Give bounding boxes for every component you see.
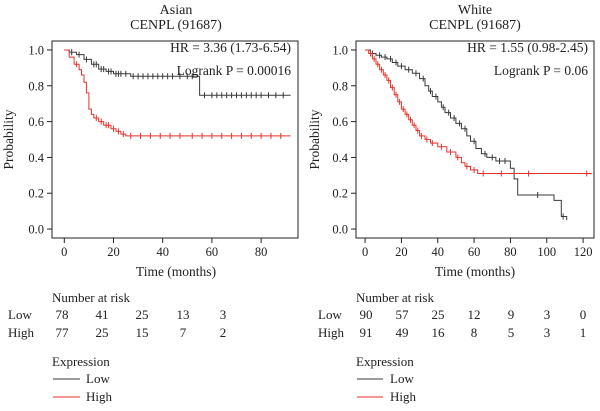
x-tick-label: 120	[574, 245, 593, 259]
y-tick-label: 0.8	[28, 79, 44, 93]
x-tick-label: 40	[156, 245, 169, 259]
risk-row-label: High	[8, 325, 35, 340]
legend-label: Low	[86, 371, 110, 386]
risk-count: 15	[136, 325, 149, 340]
x-tick-label: 20	[395, 245, 408, 259]
y-tick-label: 0.6	[332, 115, 348, 129]
hazard-ratio-text: HR = 3.36 (1.73-6.54)	[170, 40, 291, 55]
risk-count: 16	[432, 325, 446, 340]
risk-count: 13	[177, 307, 190, 322]
risk-row-label: High	[318, 325, 345, 340]
risk-count: 3	[544, 325, 551, 340]
risk-count: 2	[220, 325, 227, 340]
y-axis-label: Probability	[1, 109, 16, 169]
hazard-ratio-text: HR = 1.55 (0.98-2.45)	[467, 40, 588, 55]
y-tick-label: 0.2	[332, 187, 348, 201]
legend: Expression Low High	[356, 354, 417, 404]
y-tick-label: 0.2	[28, 187, 44, 201]
risk-row-label: Low	[318, 307, 342, 322]
chart-subtitle: CENPL (91687)	[429, 18, 521, 33]
plot-frame	[355, 40, 595, 239]
logrank-text: Logrank P = 0.06	[494, 63, 588, 78]
y-tick-label: 0.0	[28, 223, 44, 237]
risk-count: 7	[180, 325, 187, 340]
risk-count: 3	[544, 307, 551, 322]
risk-count: 0	[580, 307, 587, 322]
risk-count: 5	[508, 325, 515, 340]
risk-count: 25	[136, 307, 149, 322]
risk-count: 3	[220, 307, 227, 322]
risk-count: 12	[468, 307, 481, 322]
x-tick-label: 40	[432, 245, 445, 259]
risk-count: 57	[396, 307, 410, 322]
y-tick-label: 1.0	[28, 43, 44, 57]
legend-label: High	[390, 389, 417, 404]
x-tick-label: 0	[61, 245, 67, 259]
x-axis-label: Time (months)	[136, 264, 216, 279]
risk-count: 90	[360, 307, 373, 322]
legend-title: Expression	[52, 354, 110, 369]
logrank-text: Logrank P = 0.00016	[177, 63, 292, 78]
x-tick-label: 60	[468, 245, 481, 259]
y-tick-label: 1.0	[332, 43, 348, 57]
km-curve-low	[64, 49, 291, 96]
risk-count: 8	[471, 325, 478, 340]
x-tick-label: 0	[362, 245, 368, 259]
legend: Expression Low High	[52, 354, 113, 404]
km-curve-low	[365, 49, 568, 221]
x-tick-label: 80	[255, 245, 268, 259]
risk-count: 9	[508, 307, 515, 322]
risk-count: 41	[96, 307, 109, 322]
chart-subtitle: CENPL (91687)	[130, 18, 222, 33]
risk-count: 49	[396, 325, 409, 340]
y-tick-label: 0.4	[332, 151, 348, 165]
risk-count: 1	[580, 325, 587, 340]
y-tick-label: 0.0	[332, 223, 348, 237]
y-axis-label: Probability	[307, 109, 322, 169]
km-curve-high	[64, 49, 291, 137]
legend-title: Expression	[356, 354, 414, 369]
risk-row-label: Low	[8, 307, 32, 322]
chart-title: White	[458, 3, 492, 18]
y-tick-label: 0.4	[28, 151, 44, 165]
chart-title: Asian	[160, 3, 193, 18]
risk-count: 77	[56, 325, 70, 340]
risk-count: 78	[56, 307, 69, 322]
risk-count: 91	[360, 325, 373, 340]
x-tick-label: 80	[504, 245, 517, 259]
plot-frame	[51, 40, 299, 239]
x-axis-label: Time (months)	[435, 264, 515, 279]
risk-table-header: Number at risk	[52, 290, 130, 305]
legend-label: Low	[390, 371, 414, 386]
x-tick-label: 60	[206, 245, 219, 259]
x-tick-label: 100	[537, 245, 556, 259]
y-tick-label: 0.6	[28, 115, 44, 129]
risk-count: 25	[432, 307, 445, 322]
legend-label: High	[86, 389, 113, 404]
risk-count: 25	[96, 325, 109, 340]
x-tick-label: 20	[107, 245, 120, 259]
y-tick-label: 0.8	[332, 79, 348, 93]
risk-table-header: Number at risk	[356, 290, 434, 305]
